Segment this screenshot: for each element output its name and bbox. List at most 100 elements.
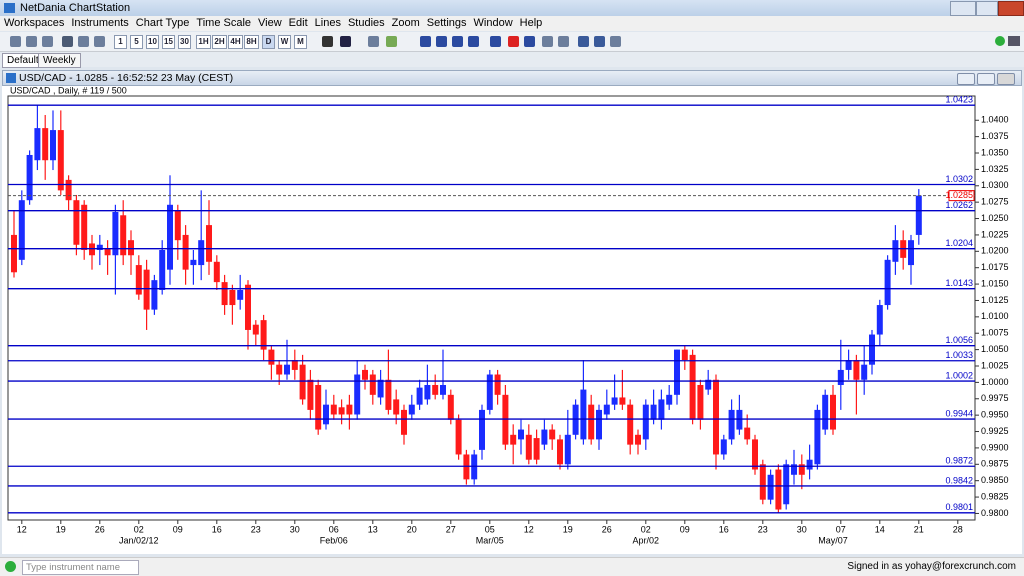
timeframe-button[interactable]: 15	[162, 35, 175, 49]
menu-item[interactable]: Instruments	[71, 17, 129, 29]
candle-body	[229, 289, 236, 306]
candle-body	[159, 250, 166, 290]
tool-icon[interactable]	[468, 36, 479, 47]
menu-item[interactable]: Lines	[314, 17, 341, 29]
menu-item[interactable]: Settings	[426, 17, 467, 29]
candle-body	[346, 404, 353, 415]
candle-body	[572, 404, 579, 435]
candle-body	[744, 427, 751, 440]
tool-icon[interactable]	[10, 36, 21, 47]
candle-body	[876, 305, 883, 335]
candle-body	[96, 244, 103, 251]
candle-body	[915, 195, 922, 235]
candle-body	[689, 354, 696, 420]
minimize-button[interactable]	[950, 1, 976, 16]
tool-icon[interactable]	[26, 36, 37, 47]
candle-body	[853, 360, 860, 380]
tool-icon[interactable]	[610, 36, 621, 47]
candle-body	[705, 379, 712, 390]
candle-body	[120, 215, 127, 256]
instrument-search[interactable]: Type instrument name	[22, 560, 139, 575]
tool-icon[interactable]	[42, 36, 53, 47]
tool-icon[interactable]	[542, 36, 553, 47]
y-tick-label: 0.9825	[981, 491, 1009, 501]
tool-icon[interactable]	[386, 36, 397, 47]
signed-in-text: Signed in as yohay@forexcrunch.com	[847, 561, 1016, 572]
candle-body	[463, 454, 470, 480]
panel-toggle[interactable]	[1008, 36, 1020, 46]
candle-body	[401, 409, 407, 435]
timeframe-button[interactable]: D	[262, 35, 275, 49]
add-button[interactable]	[5, 561, 16, 572]
tool-icon[interactable]	[452, 36, 463, 47]
x-tick-label: 16	[719, 524, 729, 534]
menu-item[interactable]: Window	[473, 17, 513, 29]
timeframe-button[interactable]: M	[294, 35, 307, 49]
tool-icon[interactable]	[322, 36, 333, 47]
tool-icon[interactable]	[420, 36, 431, 47]
candle-body	[681, 349, 688, 361]
y-tick-label: 1.0050	[981, 344, 1009, 354]
tool-icon[interactable]	[78, 36, 89, 47]
toolbar: 1 5 10 15 30 1H 2H 4H 8H D W M	[0, 32, 1024, 52]
candle-body	[291, 360, 298, 370]
connection-indicator	[995, 36, 1005, 46]
menu-item[interactable]: View	[258, 17, 282, 29]
menu-item[interactable]: Workspaces	[4, 17, 65, 29]
x-tick-label: 26	[95, 524, 105, 534]
menu-item[interactable]: Studies	[347, 17, 385, 29]
timeframe-button[interactable]: 1	[114, 35, 127, 49]
candle-body	[674, 349, 680, 395]
timeframe-button[interactable]: 5	[130, 35, 143, 49]
tool-icon[interactable]	[524, 36, 535, 47]
tool-icon[interactable]	[340, 36, 351, 47]
candle-body	[34, 128, 41, 161]
menu-item[interactable]: Chart Type	[135, 17, 190, 29]
y-tick-label: 1.0250	[981, 213, 1009, 223]
y-tick-label: 1.0375	[981, 131, 1009, 141]
candle-body	[822, 394, 829, 430]
tool-icon[interactable]	[436, 36, 447, 47]
menu-item[interactable]: Help	[519, 17, 543, 29]
tool-icon[interactable]	[508, 36, 519, 47]
candle-body	[330, 404, 337, 415]
chart-maximize[interactable]	[977, 73, 995, 85]
tool-icon[interactable]	[558, 36, 569, 47]
maximize-button[interactable]	[976, 1, 998, 16]
candle-body	[549, 429, 556, 440]
tool-icon[interactable]	[368, 36, 379, 47]
candle-body	[869, 334, 875, 365]
candle-body	[533, 438, 540, 460]
candle-body	[50, 130, 56, 161]
tool-icon[interactable]	[578, 36, 589, 47]
y-tick-label: 0.9925	[981, 426, 1009, 436]
level-label: 1.0143	[945, 278, 973, 288]
timeframe-button[interactable]: 8H	[244, 35, 259, 49]
tool-icon[interactable]	[594, 36, 605, 47]
menu-item[interactable]: Edit	[288, 17, 308, 29]
candle-body	[432, 385, 439, 395]
candle-body	[408, 404, 415, 415]
candle-body	[720, 439, 727, 455]
timeframe-button[interactable]: 4H	[228, 35, 243, 49]
close-button[interactable]	[998, 1, 1024, 16]
menu-item[interactable]: Time Scale	[196, 17, 252, 29]
tool-icon[interactable]	[490, 36, 501, 47]
timeframe-button[interactable]: 1H	[196, 35, 211, 49]
current-price-label: 1.0285	[945, 190, 973, 200]
timeframe-button[interactable]: 30	[178, 35, 191, 49]
candle-body	[736, 409, 743, 430]
timeframe-button[interactable]: W	[278, 35, 291, 49]
y-tick-label: 1.0025	[981, 360, 1009, 370]
candle-body	[471, 454, 478, 480]
tool-icon[interactable]	[62, 36, 73, 47]
timeframe-button[interactable]: 2H	[212, 35, 227, 49]
menu-item[interactable]: Zoom	[391, 17, 420, 29]
candle-body	[323, 404, 329, 425]
tab[interactable]: Weekly	[38, 53, 81, 68]
chart-close[interactable]	[997, 73, 1015, 85]
tool-icon[interactable]	[94, 36, 105, 47]
chart-minimize[interactable]	[957, 73, 975, 85]
candle-body	[580, 389, 587, 440]
timeframe-button[interactable]: 10	[146, 35, 159, 49]
